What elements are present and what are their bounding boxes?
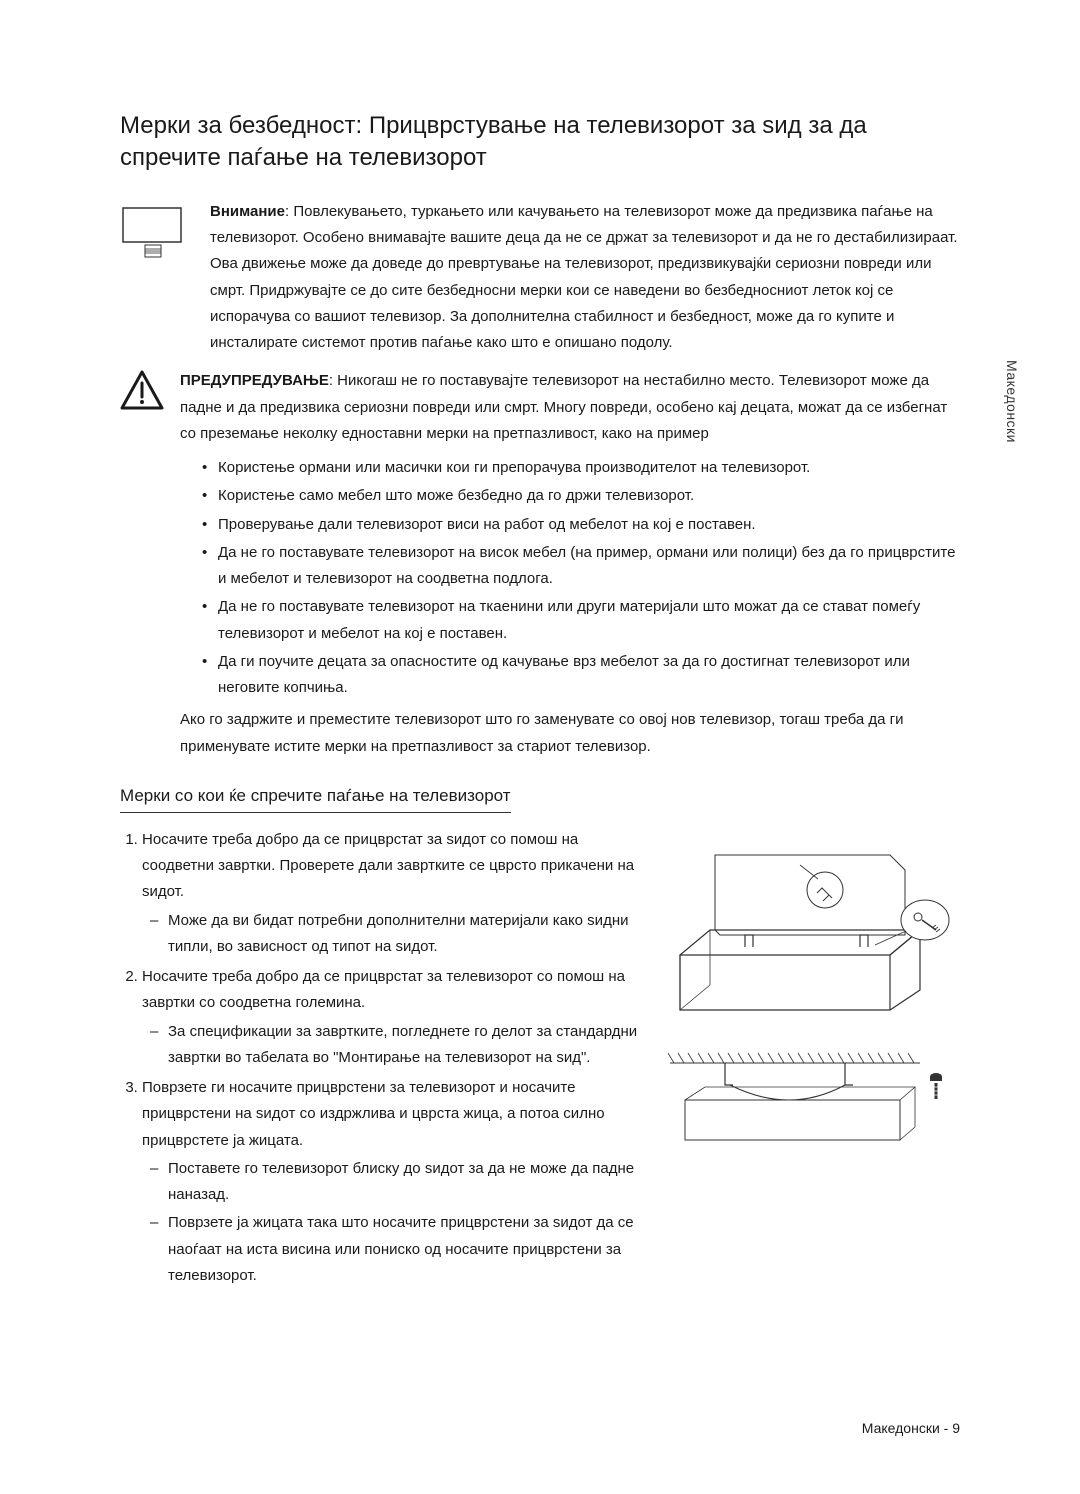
bullet-item: Проверување дали телевизорот виси на раб… — [200, 512, 960, 538]
steps-and-figures: Носачите треба добро да се прицврстат за… — [120, 827, 960, 1293]
step-item: Носачите треба добро да се прицврстат за… — [142, 964, 640, 1071]
step-sub-item: Поставете го телевизорот блиску до ѕидот… — [150, 1156, 640, 1209]
warning-bullet-list: Користење ормани или масички кои ги преп… — [200, 455, 960, 701]
bullet-item: Да не го поставувате телевизорот на ткае… — [200, 594, 960, 647]
warning-label: ПРЕДУПРЕДУВАЊЕ — [180, 372, 329, 389]
bullet-item: Да не го поставувате телевизорот на висо… — [200, 540, 960, 593]
language-side-tab: Македонски — [1004, 360, 1020, 443]
warning-triangle-icon — [120, 368, 164, 447]
tv-on-stand-icon — [120, 199, 190, 357]
bullet-item: Користење ормани или масички кои ги преп… — [200, 455, 960, 481]
bullet-item: Да ги поучите децата за опасностите од к… — [200, 649, 960, 702]
furniture-bracket-diagram-icon — [660, 835, 960, 1015]
step-sub-item: Може да ви бидат потребни дополнителни м… — [150, 908, 640, 961]
attention-block: Внимание: Повлекувањето, туркањето или к… — [120, 199, 960, 357]
attention-body: : Повлекувањето, туркањето или качувањет… — [210, 203, 958, 351]
warning-block: ПРЕДУПРЕДУВАЊЕ: Никогаш не го поставувај… — [120, 368, 960, 447]
attention-label: Внимание — [210, 203, 285, 220]
steps-column: Носачите треба добро да се прицврстат за… — [120, 827, 640, 1293]
figures-column — [660, 827, 960, 1293]
step-sub-item: За спецификации за завртките, погледнете… — [150, 1019, 640, 1072]
bullet-item: Користење само мебел што може безбедно д… — [200, 483, 960, 509]
warning-paragraph: ПРЕДУПРЕДУВАЊЕ: Никогаш не го поставувај… — [180, 368, 960, 447]
step-item: Поврзете ги носачите прицврстени за теле… — [142, 1075, 640, 1289]
warning-tail: Ако го задржите и преместите телевизорот… — [180, 707, 960, 760]
wall-bracket-diagram-icon — [660, 1045, 960, 1155]
step-item: Носачите треба добро да се прицврстат за… — [142, 827, 640, 960]
page-footer: Македонски - 9 — [862, 1420, 960, 1436]
sub-heading: Мерки со кои ќе спречите паѓање на телев… — [120, 786, 511, 813]
step-sub-item: Поврзете ја жицата така што носачите при… — [150, 1210, 640, 1289]
attention-paragraph: Внимание: Повлекувањето, туркањето или к… — [210, 199, 960, 357]
section-title: Мерки за безбедност: Прицврстување на те… — [120, 110, 960, 175]
